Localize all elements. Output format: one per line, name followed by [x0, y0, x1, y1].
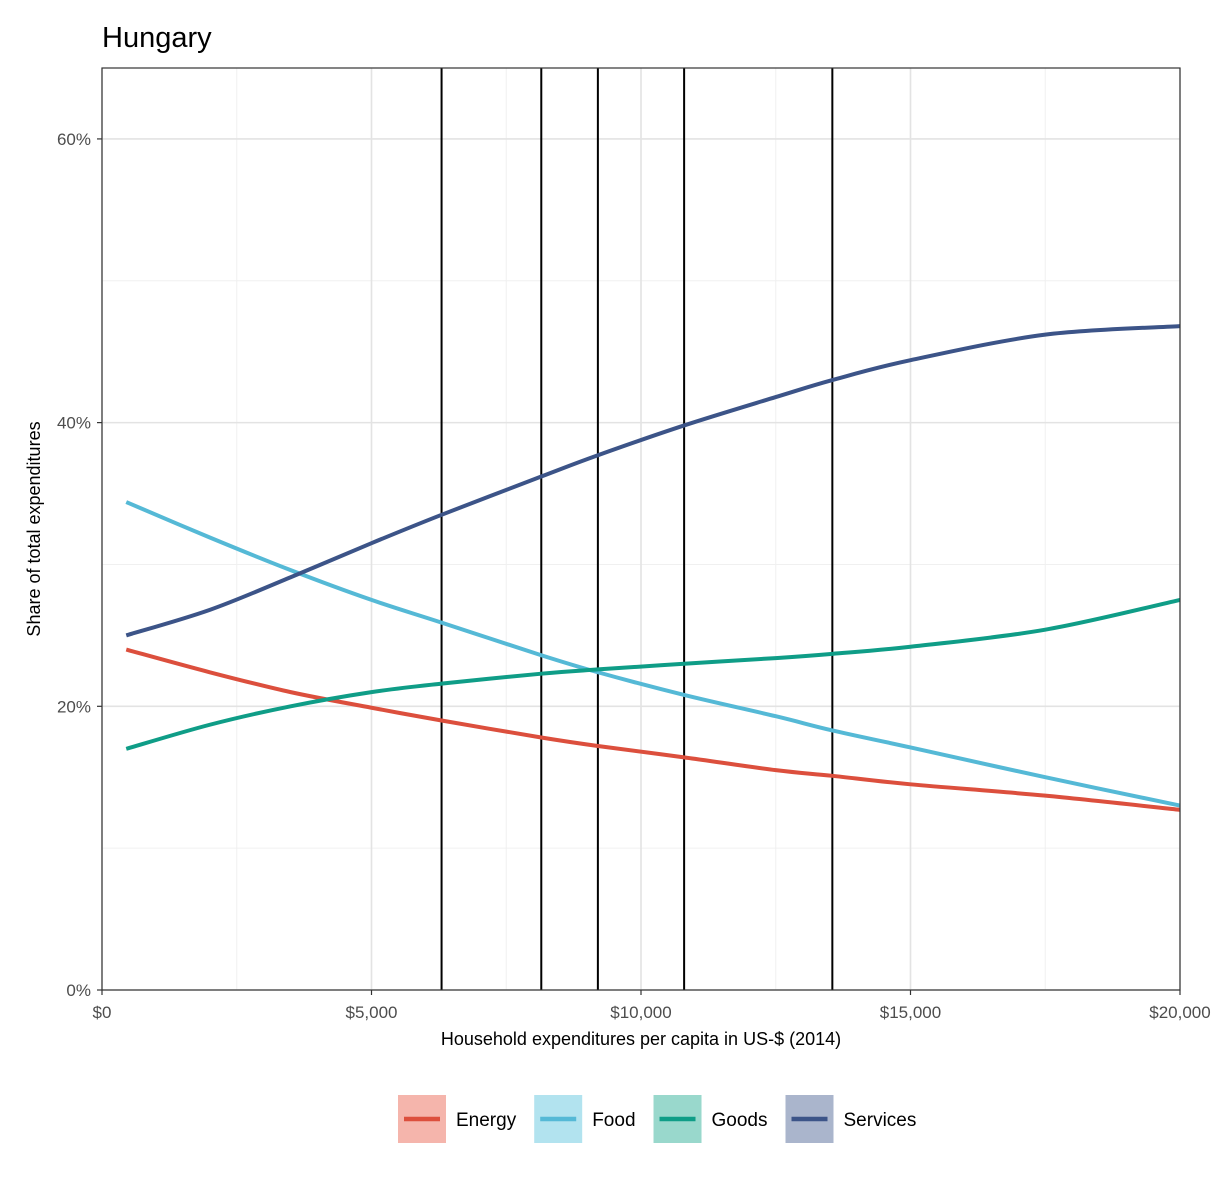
- grid-lines: [101, 68, 1181, 991]
- x-axis-title: Household expenditures per capita in US-…: [441, 1029, 841, 1049]
- chart-title: Hungary: [102, 22, 212, 54]
- legend: Energy Food Goods Services: [398, 1095, 916, 1143]
- y-tick-label: 40%: [57, 414, 91, 433]
- legend-label: Food: [592, 1110, 635, 1131]
- y-tick-label: 0%: [66, 981, 91, 1000]
- y-tick-label: 20%: [57, 697, 91, 716]
- series-line-energy: [125, 647, 1181, 812]
- x-tick-label: $0: [93, 1003, 112, 1022]
- legend-item-services: Services: [785, 1095, 917, 1143]
- y-axis-ticks: 0% 20% 40% 60%: [57, 130, 102, 1000]
- y-axis-title: Share of total expenditures: [24, 421, 44, 636]
- reference-lines: [440, 68, 834, 990]
- legend-label: Energy: [456, 1110, 517, 1131]
- y-tick-label: 60%: [57, 130, 91, 149]
- x-tick-label: $5,000: [346, 1003, 398, 1022]
- legend-item-goods: Goods: [653, 1095, 768, 1143]
- x-tick-label: $15,000: [880, 1003, 941, 1022]
- x-tick-label: $10,000: [610, 1003, 671, 1022]
- series-line-services: [125, 324, 1181, 638]
- series-lines: [125, 324, 1181, 812]
- legend-label: Goods: [712, 1110, 768, 1131]
- series-line-food: [125, 500, 1181, 808]
- legend-item-food: Food: [534, 1095, 636, 1143]
- legend-item-energy: Energy: [398, 1095, 517, 1143]
- x-axis-ticks: $0 $5,000 $10,000 $15,000 $20,000: [93, 990, 1211, 1022]
- x-tick-label: $20,000: [1149, 1003, 1210, 1022]
- legend-label: Services: [844, 1110, 917, 1131]
- series-line-goods: [125, 597, 1181, 751]
